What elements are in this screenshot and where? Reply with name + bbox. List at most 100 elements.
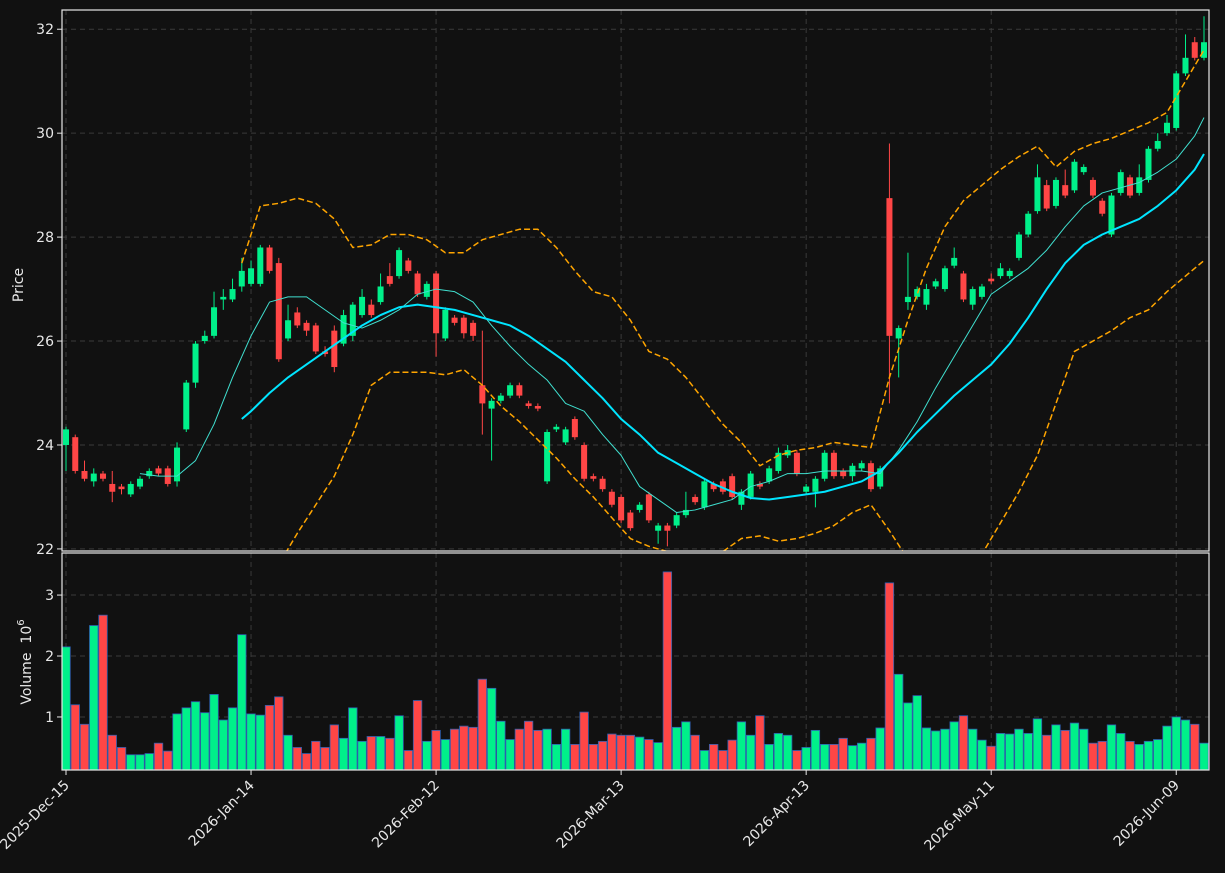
candle-body bbox=[692, 496, 699, 503]
volume-bar bbox=[745, 734, 756, 770]
volume-label-exponent: 6 bbox=[16, 619, 27, 625]
volume-bar bbox=[218, 719, 228, 770]
volume-bar bbox=[329, 724, 339, 770]
candle-body bbox=[220, 296, 227, 300]
candle-body bbox=[1025, 213, 1032, 235]
volume-bar bbox=[588, 743, 599, 770]
volume-bar bbox=[477, 678, 487, 770]
volume-bar bbox=[810, 729, 821, 770]
volume-bar bbox=[912, 695, 922, 770]
volume-bar bbox=[292, 747, 302, 770]
candle-body bbox=[238, 270, 245, 287]
volume-bar bbox=[301, 753, 312, 770]
volume-bar bbox=[1023, 733, 1033, 770]
volume-bar bbox=[153, 742, 164, 770]
y-tick-label: 3 bbox=[45, 588, 54, 604]
candle-body bbox=[322, 351, 329, 355]
candle-body bbox=[1145, 148, 1152, 180]
candle-body bbox=[932, 281, 939, 287]
volume-bar bbox=[163, 750, 173, 770]
candle-body bbox=[1080, 166, 1087, 173]
candle-body bbox=[359, 296, 366, 316]
candle-body bbox=[877, 468, 884, 487]
volume-bar bbox=[708, 743, 719, 770]
candle-body bbox=[571, 418, 578, 438]
volume-bar bbox=[209, 694, 219, 770]
volume-bar bbox=[820, 743, 830, 770]
volume-bar bbox=[1143, 740, 1154, 770]
volume-bar bbox=[126, 754, 136, 770]
volume-label-text: Volume bbox=[19, 653, 35, 705]
volume-bar bbox=[1051, 724, 1061, 770]
candle-body bbox=[62, 429, 70, 445]
candle-body bbox=[923, 289, 930, 305]
candle-body bbox=[812, 478, 819, 492]
candle-body bbox=[1173, 73, 1180, 128]
volume-bar bbox=[1125, 740, 1135, 770]
volume-bar bbox=[255, 714, 265, 770]
volume-bar bbox=[995, 733, 1006, 770]
volume-bar bbox=[514, 728, 525, 770]
candle-body bbox=[1154, 140, 1161, 149]
candle-body bbox=[988, 278, 995, 282]
candle-body bbox=[562, 429, 569, 443]
candle-body bbox=[682, 509, 689, 516]
volume-bar bbox=[394, 715, 404, 770]
y-tick-label: 32 bbox=[36, 22, 54, 38]
volume-bar bbox=[274, 696, 284, 770]
volume-bar bbox=[681, 721, 691, 770]
volume-bar bbox=[829, 743, 839, 770]
y-tick-label: 30 bbox=[36, 126, 54, 142]
candle-body bbox=[1191, 42, 1198, 58]
candle-body bbox=[405, 260, 412, 271]
candle-body bbox=[710, 483, 717, 490]
candle-body bbox=[470, 322, 477, 336]
volume-bar bbox=[523, 720, 534, 770]
volume-bar bbox=[237, 634, 247, 770]
candle-body bbox=[701, 481, 708, 508]
volume-bar bbox=[718, 750, 728, 770]
candle-body bbox=[969, 289, 976, 305]
candle-body bbox=[1043, 185, 1050, 209]
volume-bar bbox=[1153, 739, 1163, 770]
candle-body bbox=[775, 452, 782, 471]
volume-bar bbox=[1014, 728, 1024, 770]
volume-bar bbox=[459, 725, 469, 770]
volume-bar bbox=[440, 739, 450, 770]
candle-body bbox=[1117, 172, 1124, 193]
candle-body bbox=[1089, 179, 1096, 196]
volume-bar bbox=[644, 739, 654, 770]
y-tick-label: 24 bbox=[36, 438, 54, 454]
volume-bar bbox=[468, 726, 478, 770]
volume-bar bbox=[375, 736, 386, 770]
candle-body bbox=[377, 286, 384, 303]
volume-bar bbox=[1042, 734, 1052, 770]
candle-body bbox=[488, 400, 495, 409]
candle-body bbox=[525, 403, 532, 407]
volume-bar bbox=[986, 745, 996, 770]
volume-bar bbox=[348, 707, 358, 770]
moving-average-line bbox=[139, 117, 1205, 514]
candle-body bbox=[396, 250, 403, 277]
volume-bar bbox=[449, 728, 460, 770]
y-tick-label: 22 bbox=[36, 542, 54, 558]
volume-bar bbox=[755, 715, 765, 770]
candle-body bbox=[886, 198, 893, 336]
candle-body bbox=[72, 437, 79, 471]
candle-body bbox=[174, 447, 181, 482]
volume-bar bbox=[1106, 724, 1117, 770]
candle-body bbox=[636, 504, 643, 510]
candle-body bbox=[590, 476, 597, 479]
volume-bar bbox=[801, 747, 811, 770]
volume-bar bbox=[579, 711, 589, 770]
volume-axis-label: Volume 106 bbox=[16, 619, 35, 704]
candle-body bbox=[285, 320, 292, 339]
volume-bar bbox=[311, 740, 321, 770]
candle-body bbox=[183, 382, 190, 430]
volume-bar bbox=[70, 704, 80, 770]
candle-body bbox=[201, 335, 208, 342]
candle-body bbox=[349, 304, 356, 336]
volume-bar bbox=[496, 720, 506, 770]
y-tick-label: 2 bbox=[45, 649, 54, 665]
